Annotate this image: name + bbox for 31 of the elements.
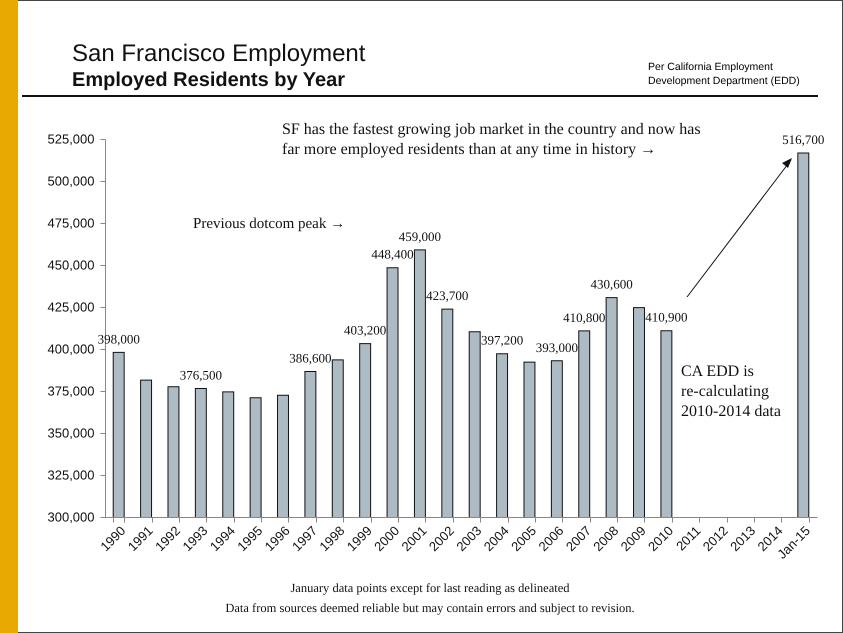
data-label: 376,500: [180, 367, 222, 382]
y-tick-label: 525,000: [48, 132, 94, 146]
annotation: Previous dotcom peak →: [193, 216, 346, 232]
data-label: 430,600: [590, 276, 633, 292]
data-label: 423,700: [426, 288, 468, 304]
text: SF has the fastest growing job market in the country and now has far more employed residents than at any time in history →: [282, 121, 701, 158]
y-tick-label: 425,000: [48, 300, 94, 314]
text: Per California Employment Development Department (EDD): [648, 61, 800, 87]
data-label: 410,900: [645, 310, 688, 325]
y-tick-label: 500,000: [48, 174, 94, 188]
data-label: 397,200: [480, 332, 524, 348]
data-label: 398,000: [98, 331, 140, 346]
data-label: 516,700: [782, 132, 824, 147]
y-tick-label: 350,000: [48, 426, 94, 440]
chart-title: San Francisco Employment: [72, 40, 366, 68]
data-label: 459,000: [398, 228, 442, 244]
y-tick-label: 475,000: [48, 216, 94, 230]
data-label: 403,200: [344, 322, 386, 338]
data-label: 386,600: [289, 350, 332, 366]
data-label: 448,400: [371, 246, 414, 262]
data-label: 393,000: [536, 340, 578, 355]
y-tick-label: 450,000: [48, 258, 94, 272]
data-label: 410,800: [563, 310, 606, 325]
text: January data points except for last reading as delineated: [290, 581, 570, 595]
text: Data from sources deemed reliable but may contain errors and subject to revision.: [225, 601, 635, 615]
annotation: CA EDD is re-calculating 2010-2014 data: [681, 363, 781, 420]
y-tick-label: 400,000: [48, 342, 94, 356]
y-tick-label: 325,000: [48, 468, 94, 482]
y-tick-label: 300,000: [48, 510, 94, 524]
y-tick-label: 375,000: [48, 384, 94, 398]
chart-subtitle: Employed Residents by Year: [72, 69, 346, 92]
